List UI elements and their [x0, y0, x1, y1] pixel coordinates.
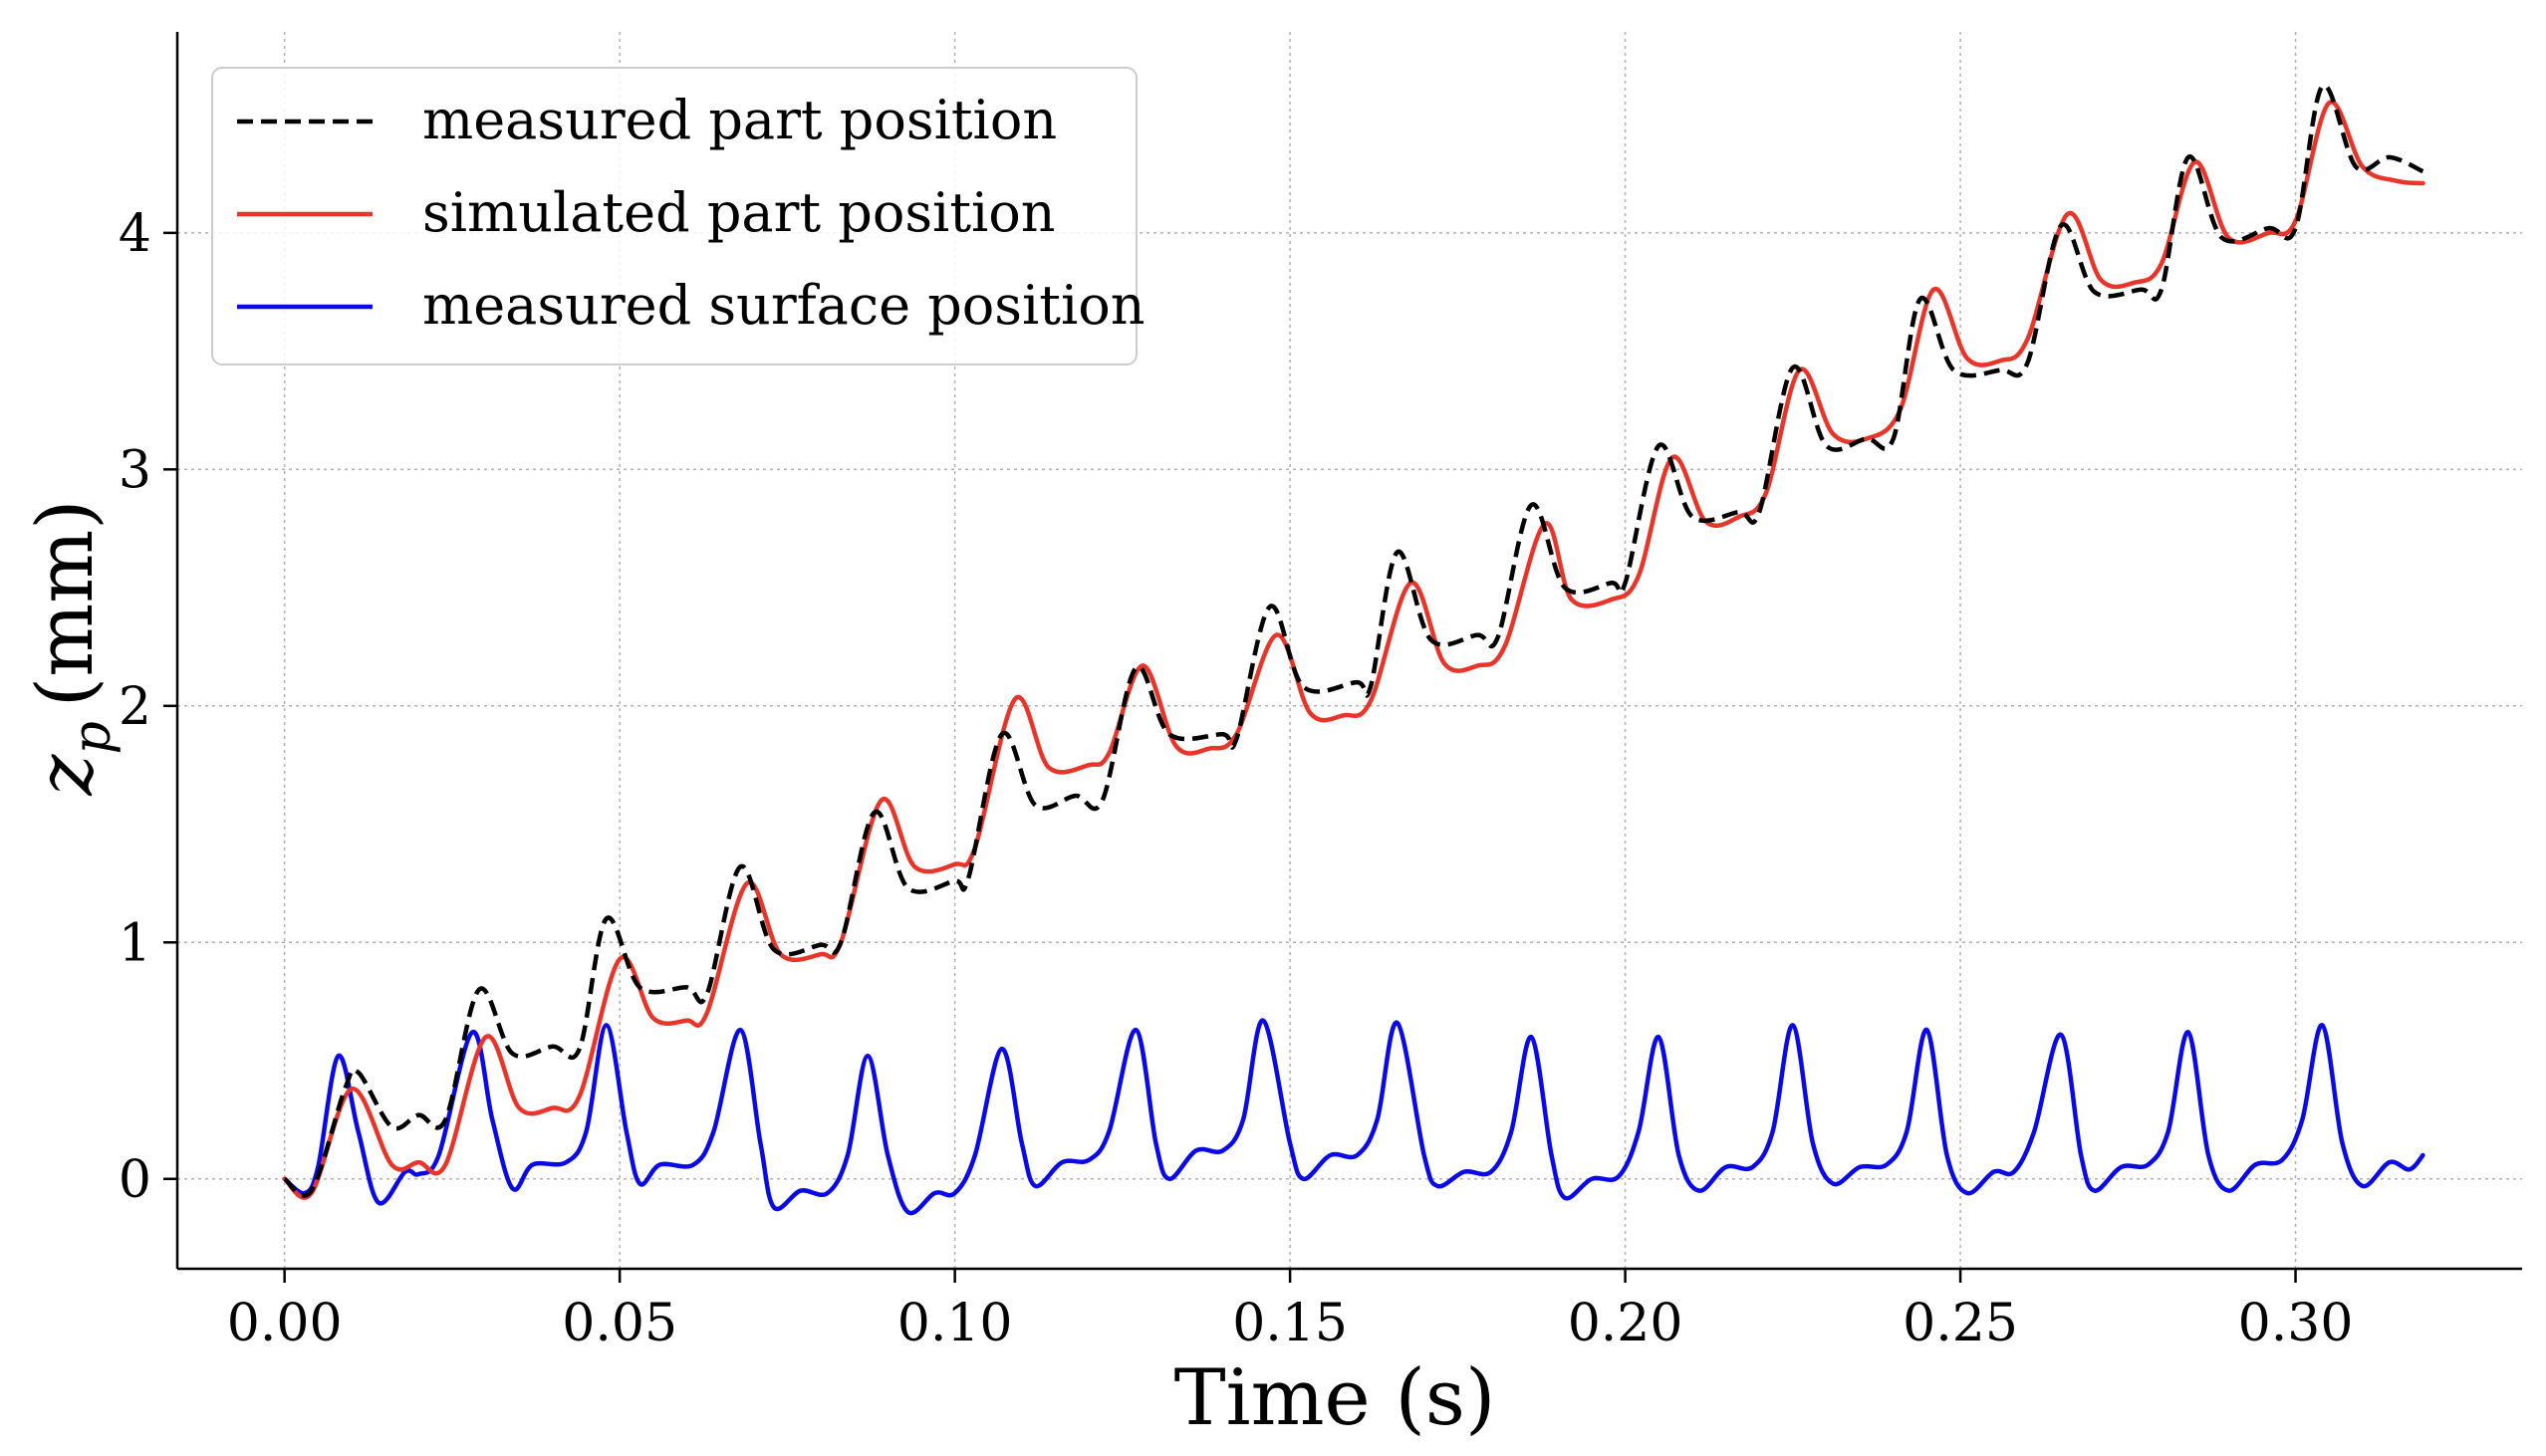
series-line-measured-part-position	[283, 83, 2424, 1198]
x-tick-label: 0.05	[562, 1294, 677, 1353]
y-axis-title: zp (mm)	[21, 499, 123, 796]
legend: measured part position simulated part pos…	[211, 67, 1146, 365]
y-axis-unit: (mm)	[21, 499, 111, 707]
y-tick-label: 1	[119, 913, 151, 973]
series-line-simulated-part-position	[282, 100, 2425, 1200]
y-tick-label: 2	[119, 677, 151, 737]
x-axis-title: Time (s)	[1174, 1353, 1496, 1443]
legend-label: simulated part position	[422, 181, 1056, 244]
y-tick-label: 4	[119, 204, 151, 264]
legend-label: measured surface position	[422, 274, 1146, 337]
y-tick-label: 0	[119, 1150, 151, 1210]
legend-label: measured part position	[422, 89, 1057, 151]
x-tick-label: 0.30	[2238, 1294, 2354, 1353]
legend-frame	[211, 67, 1138, 365]
tick-labels: 0.00 0.05 0.10 0.15 0.20 0.25 0.30 0 1 2 3 4	[119, 204, 2354, 1353]
x-tick-label: 0.15	[1232, 1294, 1348, 1353]
series-lines	[282, 83, 2425, 1216]
x-tick-label: 0.00	[227, 1294, 343, 1353]
y-tick-label: 3	[119, 440, 151, 500]
x-tick-label: 0.10	[897, 1294, 1013, 1353]
x-tick-label: 0.25	[1903, 1294, 2018, 1353]
y-axis-symbol: z	[21, 754, 111, 797]
series-line-measured-surface-position	[282, 1018, 2425, 1216]
axes	[163, 32, 2522, 1283]
y-axis-subscript: p	[63, 721, 123, 754]
x-tick-label: 0.20	[1568, 1294, 1683, 1353]
